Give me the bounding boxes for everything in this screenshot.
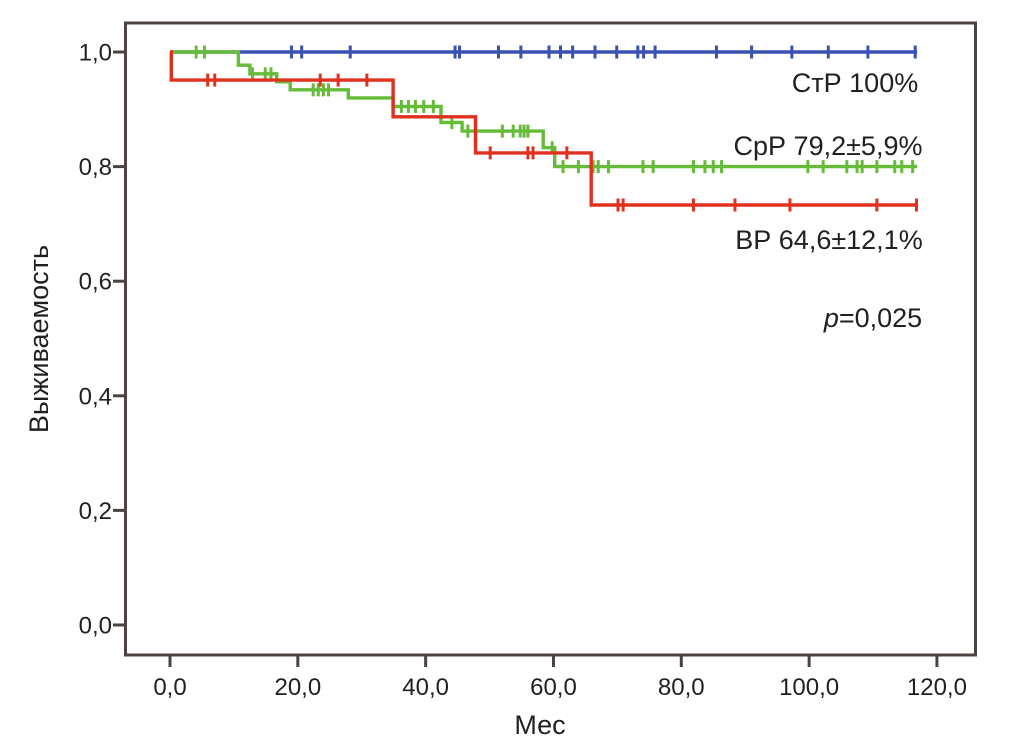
x-tick-label: 120,0	[907, 674, 967, 701]
y-tick-label: 0,4	[79, 383, 112, 410]
label-vr: ВР 64,6±12,1%	[735, 225, 922, 255]
y-tick-label: 0,0	[79, 612, 112, 639]
series-line-SrR	[170, 50, 918, 169]
x-tick-label: 100,0	[779, 674, 839, 701]
y-tick-label: 0,2	[79, 498, 112, 525]
plot-frame	[124, 21, 977, 657]
x-axis-title: Мес	[514, 710, 565, 740]
y-tick-label: 0,8	[79, 154, 112, 181]
x-tick-label: 60,0	[530, 674, 577, 701]
y-tick-label: 1,0	[79, 40, 112, 67]
series-line-VR	[169, 50, 918, 207]
label-srr: СрР 79,2±5,9%	[734, 131, 923, 161]
x-tick-label: 40,0	[402, 674, 449, 701]
x-tick-label: 0,0	[153, 674, 186, 701]
y-axis-title: Выживаемость	[24, 245, 54, 433]
x-tick-label: 20,0	[274, 674, 321, 701]
y-tick-label: 0,6	[79, 269, 112, 296]
label-str: СтР 100%	[792, 68, 918, 98]
p-value: p=0,025	[823, 303, 922, 333]
x-tick-label: 80,0	[658, 674, 705, 701]
